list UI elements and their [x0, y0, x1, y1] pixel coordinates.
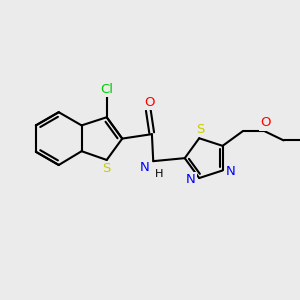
Text: Cl: Cl: [100, 83, 113, 96]
Text: S: S: [103, 162, 111, 175]
Text: O: O: [260, 116, 270, 130]
Text: H: H: [154, 169, 163, 179]
Text: S: S: [196, 123, 205, 136]
Text: N: N: [140, 161, 150, 174]
Text: N: N: [226, 165, 236, 178]
Text: N: N: [186, 173, 196, 186]
Text: O: O: [144, 96, 155, 109]
